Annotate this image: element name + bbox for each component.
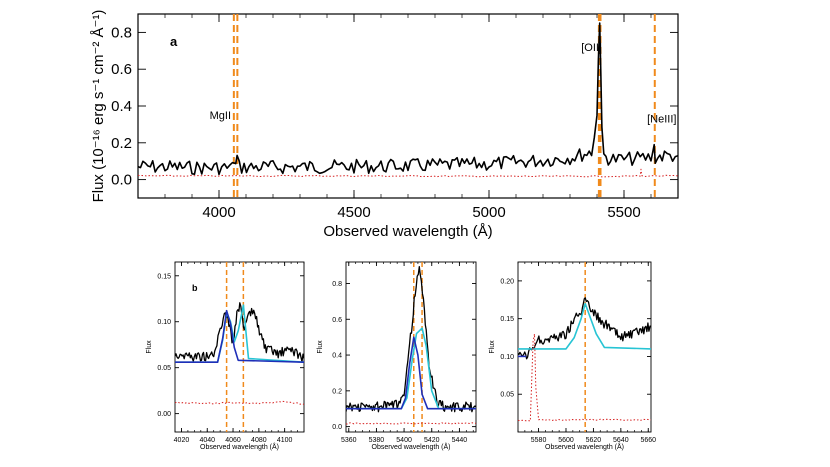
x-axis-label: Observed wavelength (Å) [200, 442, 279, 451]
y-tick-label: 0.05 [500, 392, 514, 399]
y-tick-label: 0.4 [332, 353, 342, 360]
x-tick-label: 4060 [225, 437, 241, 444]
y-tick-label: 0.15 [157, 273, 171, 280]
y-tick-label: 0.6 [111, 61, 132, 78]
y-tick-label: 0.8 [111, 24, 132, 41]
x-tick-label: 5400 [396, 437, 412, 444]
series-spectrum [175, 302, 304, 363]
y-axis-label: Flux [489, 340, 496, 354]
y-tick-label: 0.6 [332, 317, 342, 324]
series-spectrum [138, 22, 678, 176]
x-tick-label: 5620 [586, 437, 602, 444]
y-tick-label: 0.0 [111, 172, 132, 189]
x-tick-label: 4500 [337, 204, 370, 221]
x-tick-label: 5640 [613, 437, 629, 444]
series-fit-total [346, 327, 476, 410]
x-tick-label: 4080 [251, 437, 267, 444]
y-tick-label: 0.0 [332, 424, 342, 431]
panel-2 [174, 261, 305, 433]
y-tick-label: 0.10 [500, 354, 514, 361]
y-axis-label: Flux (10⁻¹⁶ erg s⁻¹ cm⁻² Å⁻¹) [90, 10, 107, 203]
x-axis-label: Observed wavelength (Å) [545, 442, 624, 451]
x-tick-label: 5000 [472, 204, 505, 221]
panel-label: a [170, 34, 178, 49]
series-error [346, 422, 476, 425]
panel-3 [345, 261, 477, 433]
y-tick-label: 0.2 [111, 135, 132, 152]
y-tick-label: 0.2 [332, 388, 342, 395]
x-tick-label: 4040 [199, 437, 215, 444]
y-axis-label: Flux [146, 340, 153, 354]
line-annotation: [OII] [581, 42, 602, 54]
x-tick-label: 4020 [174, 437, 190, 444]
x-tick-label: 4000 [202, 204, 235, 221]
series-spectrum [518, 297, 651, 360]
x-tick-label: 5660 [640, 437, 656, 444]
y-tick-label: 0.05 [157, 365, 171, 372]
series-fit-component [346, 336, 476, 410]
y-tick-label: 0.10 [157, 319, 171, 326]
series-fit-component [175, 309, 304, 363]
x-tick-label: 5600 [558, 437, 574, 444]
y-tick-label: 0.00 [157, 411, 171, 418]
x-axis-label: Observed wavelength (Å) [372, 442, 451, 451]
series-fit-total [518, 302, 651, 350]
series-fit-total [175, 304, 304, 363]
series-error [175, 400, 304, 405]
x-tick-label: 5380 [369, 437, 385, 444]
y-tick-label: 0.20 [500, 278, 514, 285]
y-tick-label: 0.8 [332, 281, 342, 288]
line-annotation: MgII [210, 110, 231, 122]
x-tick-label: 5360 [341, 437, 357, 444]
x-tick-label: 5440 [452, 437, 468, 444]
x-tick-label: 5500 [607, 204, 640, 221]
x-axis-label: Observed wavelength (Å) [323, 223, 492, 240]
y-axis-label: Flux [317, 340, 324, 354]
line-annotation: [NeIII] [647, 114, 676, 126]
panel-1 [137, 13, 679, 199]
y-tick-label: 0.15 [500, 316, 514, 323]
series-spectrum [346, 266, 476, 413]
series-error [138, 168, 678, 178]
x-tick-label: 5580 [531, 437, 547, 444]
panel-4 [517, 261, 652, 433]
x-tick-label: 4100 [277, 437, 293, 444]
y-tick-label: 0.4 [111, 98, 132, 115]
panel-label: b [192, 283, 198, 293]
x-tick-label: 5420 [424, 437, 440, 444]
